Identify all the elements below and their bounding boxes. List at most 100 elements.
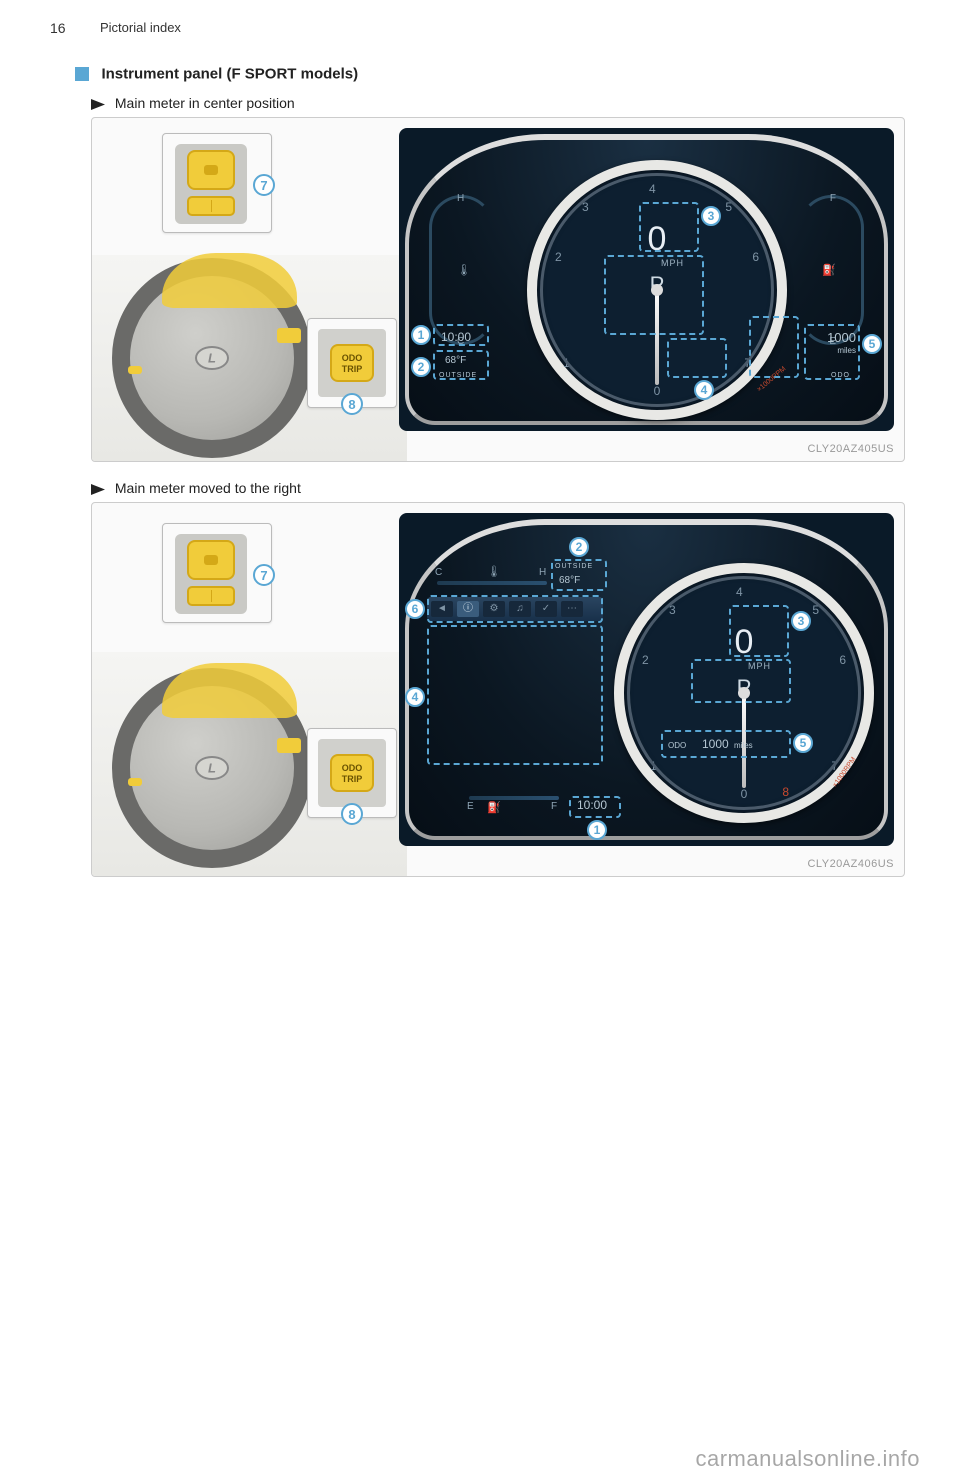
steering-button-highlight-r-a: [277, 328, 301, 343]
tach-4: 4: [736, 585, 743, 599]
hl-num-6-b: 6: [405, 599, 425, 619]
hl-3-a: [639, 202, 699, 252]
fuel-gauge-b: [469, 792, 559, 804]
hl-6-b: [427, 595, 603, 623]
temp-h: H: [457, 193, 464, 204]
hl-4-b: [427, 625, 603, 765]
hl-num-1-b: 1: [587, 820, 607, 840]
figure-b: 7 ODO TRIP 8 C 🌡 H OUTSIDE 68°F: [91, 502, 905, 877]
tach-0: 0: [654, 384, 661, 398]
triangle-right-icon: [91, 99, 105, 110]
hl-4-a: [667, 338, 727, 378]
tach-5: 5: [812, 603, 819, 617]
hl-2-a: [433, 350, 489, 380]
fuel-e-b: E: [467, 801, 474, 812]
thermometer-icon: 🌡: [457, 264, 471, 277]
tach-2: 2: [555, 250, 562, 264]
back-buttons-icon: [187, 196, 235, 216]
hl-1-a: [433, 324, 489, 346]
hl-2-b: [551, 559, 607, 591]
sub-heading-b: Main meter moved to the right: [75, 480, 905, 496]
hl-num-4-b: 4: [405, 687, 425, 707]
tach-8: 8: [782, 785, 789, 799]
temp-c-b: C: [435, 567, 442, 578]
tach-5: 5: [725, 200, 732, 214]
cluster-panel-a: H C 🌡 F E ⛽ 1 2 3 4 5 6: [399, 128, 894, 431]
tach-1: 1: [563, 356, 570, 370]
figure-label-a: CLY20AZ405US: [807, 443, 894, 455]
hl-1-b: [569, 796, 621, 818]
tach-6: 6: [839, 653, 846, 667]
badge-7-b: 7: [253, 564, 275, 586]
steering-area-a: 7 ODO TRIP 8: [92, 118, 407, 461]
tach-1: 1: [650, 759, 657, 773]
sub-heading-a-text: Main meter in center position: [115, 95, 295, 111]
callout-7-b: 7: [162, 523, 272, 623]
badge-8-b: 8: [341, 803, 363, 825]
hl-5b-a: [749, 316, 799, 378]
tach-3: 3: [669, 603, 676, 617]
hl-3b-a: [604, 255, 704, 335]
odo-trip-button-icon: ODO TRIP: [330, 344, 374, 382]
nav-pad-icon: [187, 150, 235, 190]
cluster-panel-b: C 🌡 H OUTSIDE 68°F ◄ ⓘ ⚙ ♫ ✓ ⋯ 1 2 3: [399, 513, 894, 846]
hl-3-b: [729, 605, 789, 657]
fuel-f-b: F: [551, 801, 557, 812]
sub-heading-b-text: Main meter moved to the right: [115, 480, 301, 496]
callout-7-inner: [175, 534, 247, 614]
steering-area-b: 7 ODO TRIP 8: [92, 503, 407, 876]
hl-5-b: [661, 730, 791, 758]
steering-button-highlight-l-a: [128, 366, 142, 374]
tach-4: 4: [649, 182, 656, 196]
section-heading-row: Instrument panel (F SPORT models): [75, 65, 905, 83]
figure-a: 7 ODO TRIP 8 H C 🌡: [91, 117, 905, 462]
page-number: 16: [50, 20, 66, 36]
page-header: 16 Pictorial index: [0, 20, 960, 50]
badge-8-a: 8: [341, 393, 363, 415]
hl-3b-b: [691, 659, 791, 703]
hl-num-3-b: 3: [791, 611, 811, 631]
hl-num-3-a: 3: [701, 206, 721, 226]
fuel-pump-icon: ⛽: [487, 801, 501, 814]
fuel-gauge-a: F E ⛽: [799, 195, 864, 345]
callout-8-inner: ODO TRIP: [318, 329, 386, 397]
hl-num-2-a: 2: [411, 357, 431, 377]
watermark: carmanualsonline.info: [695, 1446, 920, 1472]
hl-num-5-a: 5: [862, 334, 882, 354]
callout-7-inner: [175, 144, 247, 224]
hl-num-1-a: 1: [411, 325, 431, 345]
cluster-bezel-b: C 🌡 H OUTSIDE 68°F ◄ ⓘ ⚙ ♫ ✓ ⋯ 1 2 3: [405, 519, 888, 840]
cluster-bezel-a: H C 🌡 F E ⛽ 1 2 3 4 5 6: [405, 134, 888, 425]
temp-gauge-a: H C 🌡: [429, 195, 494, 345]
tach-2: 2: [642, 653, 649, 667]
content: Instrument panel (F SPORT models) Main m…: [75, 65, 905, 877]
figure-label-b: CLY20AZ406US: [807, 858, 894, 870]
thermometer-icon: 🌡: [487, 565, 501, 578]
callout-8-inner: ODO TRIP: [318, 739, 386, 807]
badge-7-a: 7: [253, 174, 275, 196]
callout-7-a: 7: [162, 133, 272, 233]
hl-5-a: [804, 324, 860, 380]
tach-0: 0: [741, 787, 748, 801]
nav-pad-icon: [187, 540, 235, 580]
hl-num-4-a: 4: [694, 380, 714, 400]
triangle-right-icon: [91, 484, 105, 495]
temp-h-b: H: [539, 567, 546, 578]
tach-6: 6: [752, 250, 759, 264]
sub-heading-a: Main meter in center position: [75, 95, 905, 111]
back-buttons-icon: [187, 586, 235, 606]
steering-button-highlight-l-b: [128, 778, 142, 786]
callout-8-b: ODO TRIP 8: [307, 728, 397, 818]
lexus-emblem-icon: [195, 756, 229, 780]
tach-7: 7: [831, 759, 838, 773]
callout-8-a: ODO TRIP 8: [307, 318, 397, 408]
temp-gauge-b: [437, 577, 547, 589]
section-marker-icon: [75, 67, 89, 81]
hl-num-2-b: 2: [569, 537, 589, 557]
odo-trip-button-icon: ODO TRIP: [330, 754, 374, 792]
section-title: Pictorial index: [100, 20, 181, 35]
fuel-f: F: [830, 193, 836, 204]
hl-num-5-b: 5: [793, 733, 813, 753]
tach-3: 3: [582, 200, 589, 214]
steering-button-highlight-r-b: [277, 738, 301, 753]
